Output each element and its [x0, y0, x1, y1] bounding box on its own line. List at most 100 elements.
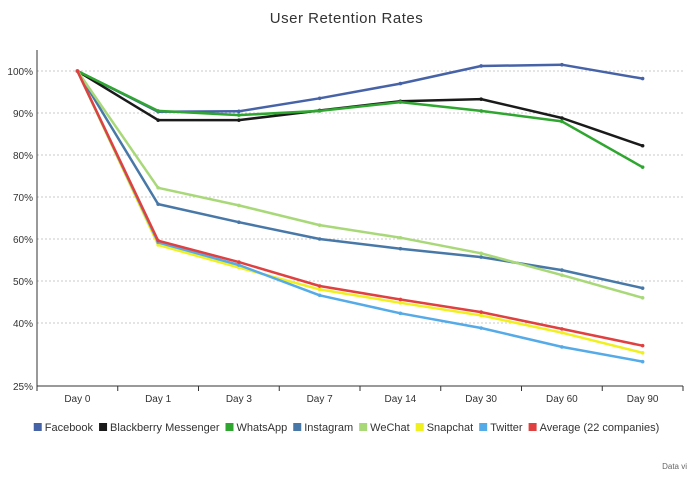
data-point	[237, 203, 241, 208]
data-point	[237, 220, 241, 224]
data-point	[156, 202, 160, 206]
axis-layer: 100% 90% 80% 70% 60% 50% 40% 25% Day 0 Day 1 Day 3…	[7, 50, 684, 405]
y-tick-label: 25%	[13, 382, 33, 393]
y-tick-label: 90%	[13, 109, 33, 120]
legend-swatch	[99, 423, 108, 431]
legend-item: Average (22 companies)	[528, 422, 660, 434]
legend-item: Twitter	[479, 422, 523, 434]
data-point	[237, 118, 241, 122]
data-point	[317, 284, 322, 288]
legend-label: WhatsApp	[236, 422, 287, 434]
data-point	[237, 260, 241, 264]
data-point	[479, 251, 483, 256]
series-layer	[75, 62, 645, 364]
legend-item: Instagram	[293, 422, 353, 434]
series-line	[76, 69, 644, 300]
data-point	[398, 235, 403, 240]
series-line	[76, 69, 644, 148]
data-point	[398, 81, 403, 86]
data-point	[398, 297, 403, 302]
series-line	[76, 69, 644, 355]
source-credit: Data vi	[662, 462, 687, 471]
data-point	[640, 286, 645, 290]
data-point	[640, 296, 645, 300]
data-point	[640, 76, 645, 81]
x-tick-label: Day 0	[64, 394, 91, 405]
data-point	[398, 301, 403, 305]
data-point	[560, 330, 564, 335]
data-point	[479, 97, 483, 101]
legend-item: Blackberry Messenger	[99, 422, 220, 434]
grid-layer	[37, 70, 683, 324]
data-point	[317, 293, 322, 298]
legend-item: WhatsApp	[225, 422, 287, 434]
x-tick-label: Day 7	[307, 394, 334, 405]
legend-swatch	[479, 423, 488, 431]
y-tick-label: 60%	[13, 235, 33, 246]
series-line	[76, 69, 644, 363]
data-point	[317, 96, 322, 101]
data-point	[398, 246, 403, 251]
data-point	[237, 109, 241, 114]
data-point	[560, 345, 564, 349]
legend-item: Facebook	[33, 422, 94, 434]
legend-swatch	[33, 423, 42, 431]
y-tick-label: 80%	[13, 151, 33, 162]
data-point	[317, 109, 322, 113]
data-point	[560, 116, 564, 120]
legend-item: WeChat	[359, 422, 410, 434]
data-point	[237, 263, 241, 267]
data-point	[640, 165, 645, 169]
data-point	[479, 255, 483, 259]
legend: Facebook Blackberry Messenger WhatsApp Inst…	[33, 422, 660, 434]
data-point	[237, 113, 241, 117]
legend-label: Snapchat	[427, 422, 473, 434]
data-point	[156, 238, 160, 243]
data-point	[640, 143, 645, 148]
data-point	[398, 100, 403, 104]
data-point	[156, 109, 160, 113]
y-tick-label: 50%	[13, 277, 33, 288]
x-tick-label: Day 1	[145, 394, 172, 405]
data-point	[317, 237, 322, 241]
data-point	[479, 326, 483, 330]
y-tick-label: 100%	[7, 67, 33, 78]
data-point	[640, 343, 645, 348]
legend-label: Instagram	[304, 422, 353, 434]
legend-item: Snapchat	[415, 422, 473, 434]
data-point	[479, 313, 483, 318]
series-line	[76, 69, 644, 169]
legend-label: Facebook	[45, 422, 94, 434]
x-tick-label: Day 90	[627, 394, 659, 405]
y-tick-label: 70%	[13, 193, 33, 204]
data-point	[479, 64, 483, 68]
x-tick-label: Day 14	[385, 394, 417, 405]
data-point	[560, 62, 564, 67]
data-point	[75, 69, 80, 73]
x-tick-label: Day 3	[226, 394, 253, 405]
data-point	[317, 287, 322, 292]
legend-swatch	[293, 423, 302, 431]
x-tick-label: Day 30	[465, 394, 497, 405]
legend-label: Average (22 companies)	[540, 422, 660, 434]
chart-title: User Retention Rates	[269, 10, 424, 27]
data-point	[156, 118, 160, 122]
data-point	[560, 273, 564, 277]
legend-swatch	[415, 423, 424, 431]
legend-label: WeChat	[370, 422, 410, 434]
y-tick-label: 40%	[13, 319, 33, 330]
data-point	[398, 311, 403, 316]
data-point	[317, 223, 322, 227]
data-point	[560, 268, 564, 272]
legend-label: Twitter	[490, 422, 523, 434]
data-point	[156, 185, 160, 190]
data-point	[479, 310, 483, 314]
legend-swatch	[225, 423, 234, 431]
series-line	[76, 69, 644, 290]
data-point	[156, 243, 160, 247]
data-point	[560, 119, 564, 124]
legend-label: Blackberry Messenger	[110, 422, 220, 434]
legend-swatch	[359, 423, 368, 431]
x-tick-label: Day 60	[546, 394, 578, 405]
